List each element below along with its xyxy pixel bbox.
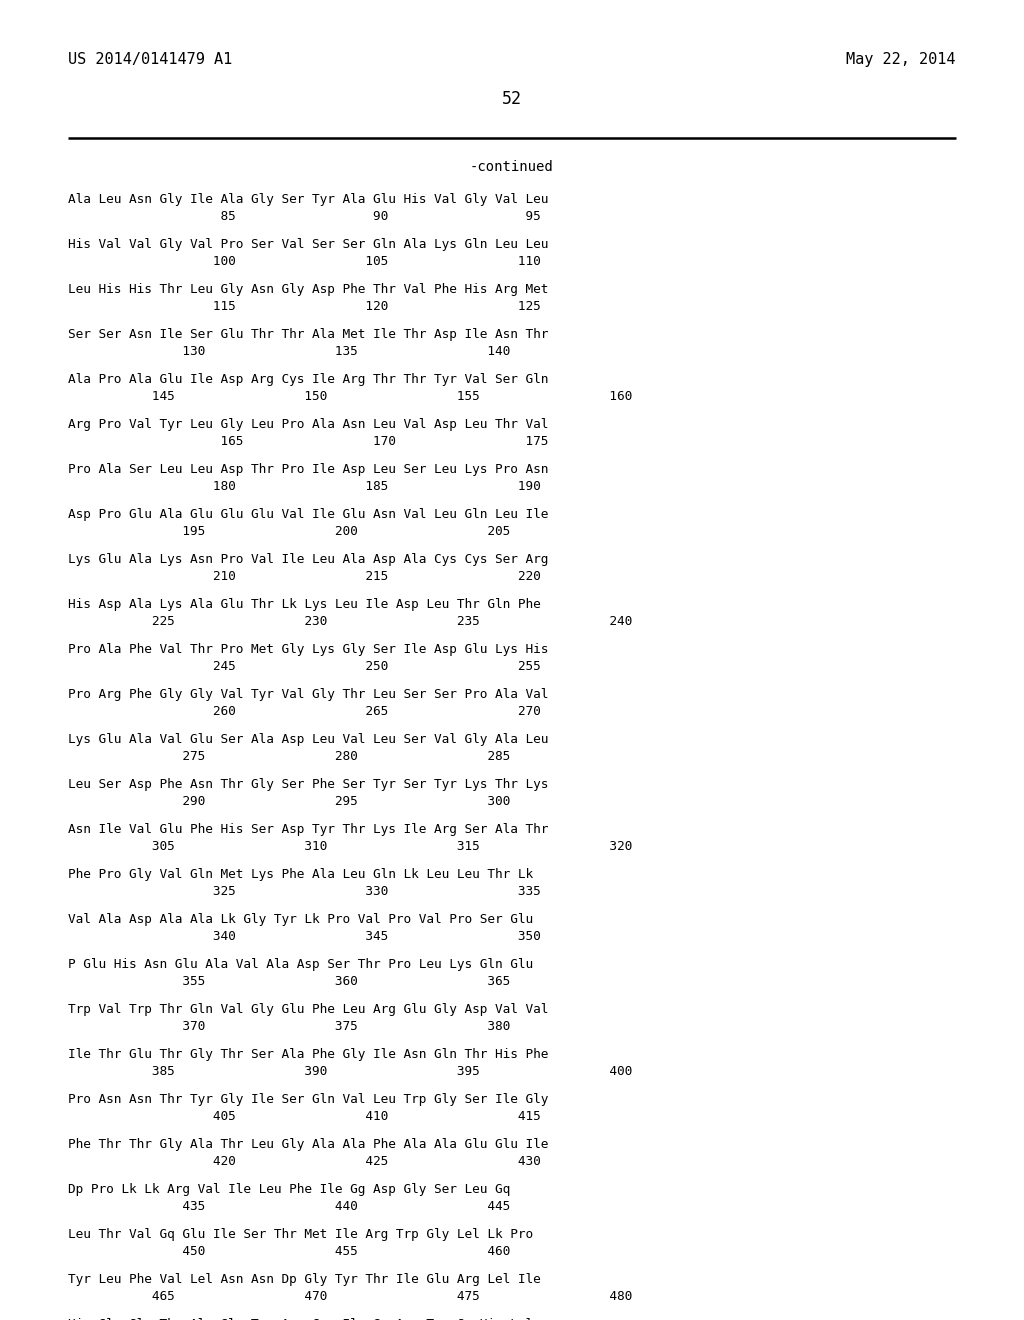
Text: Phe Thr Thr Gly Ala Thr Leu Gly Ala Ala Phe Ala Ala Glu Glu Ile: Phe Thr Thr Gly Ala Thr Leu Gly Ala Ala …	[68, 1138, 549, 1151]
Text: 195                 200                 205: 195 200 205	[68, 525, 510, 539]
Text: 385                 390                 395                 400: 385 390 395 400	[68, 1065, 632, 1078]
Text: 275                 280                 285: 275 280 285	[68, 750, 510, 763]
Text: Leu Ser Asp Phe Asn Thr Gly Ser Phe Ser Tyr Ser Tyr Lys Thr Lys: Leu Ser Asp Phe Asn Thr Gly Ser Phe Ser …	[68, 777, 549, 791]
Text: 450                 455                 460: 450 455 460	[68, 1245, 510, 1258]
Text: Asn Ile Val Glu Phe His Ser Asp Tyr Thr Lys Ile Arg Ser Ala Thr: Asn Ile Val Glu Phe His Ser Asp Tyr Thr …	[68, 822, 549, 836]
Text: Pro Ala Ser Leu Leu Asp Thr Pro Ile Asp Leu Ser Leu Lys Pro Asn: Pro Ala Ser Leu Leu Asp Thr Pro Ile Asp …	[68, 463, 549, 477]
Text: Pro Asn Asn Thr Tyr Gly Ile Ser Gln Val Leu Trp Gly Ser Ile Gly: Pro Asn Asn Thr Tyr Gly Ile Ser Gln Val …	[68, 1093, 549, 1106]
Text: US 2014/0141479 A1: US 2014/0141479 A1	[68, 51, 232, 67]
Text: 305                 310                 315                 320: 305 310 315 320	[68, 840, 632, 853]
Text: 465                 470                 475                 480: 465 470 475 480	[68, 1290, 632, 1303]
Text: Phe Pro Gly Val Gln Met Lys Phe Ala Leu Gln Lk Leu Leu Thr Lk: Phe Pro Gly Val Gln Met Lys Phe Ala Leu …	[68, 869, 534, 880]
Text: May 22, 2014: May 22, 2014	[847, 51, 956, 67]
Text: 145                 150                 155                 160: 145 150 155 160	[68, 389, 632, 403]
Text: Leu Thr Val Gq Glu Ile Ser Thr Met Ile Arg Trp Gly Lel Lk Pro: Leu Thr Val Gq Glu Ile Ser Thr Met Ile A…	[68, 1228, 534, 1241]
Text: 100                 105                 110: 100 105 110	[68, 255, 541, 268]
Text: Ile Thr Glu Thr Gly Thr Ser Ala Phe Gly Ile Asn Gln Thr His Phe: Ile Thr Glu Thr Gly Thr Ser Ala Phe Gly …	[68, 1048, 549, 1061]
Text: 130                 135                 140: 130 135 140	[68, 345, 510, 358]
Text: Ala Pro Ala Glu Ile Asp Arg Cys Ile Arg Thr Thr Tyr Val Ser Gln: Ala Pro Ala Glu Ile Asp Arg Cys Ile Arg …	[68, 374, 549, 385]
Text: 290                 295                 300: 290 295 300	[68, 795, 510, 808]
Text: Asp Pro Glu Ala Glu Glu Glu Val Ile Glu Asn Val Leu Gln Leu Ile: Asp Pro Glu Ala Glu Glu Glu Val Ile Glu …	[68, 508, 549, 521]
Text: Leu His His Thr Leu Gly Asn Gly Asp Phe Thr Val Phe His Arg Met: Leu His His Thr Leu Gly Asn Gly Asp Phe …	[68, 282, 549, 296]
Text: 370                 375                 380: 370 375 380	[68, 1020, 510, 1034]
Text: His Gly Glu Thr Ala Gln Tyr Asn Cys Ile Gq Asn Trp Gq His Lel: His Gly Glu Thr Ala Gln Tyr Asn Cys Ile …	[68, 1317, 534, 1320]
Text: 165                 170                 175: 165 170 175	[68, 436, 549, 447]
Text: Tyr Leu Phe Val Lel Asn Asn Dp Gly Tyr Thr Ile Glu Arg Lel Ile: Tyr Leu Phe Val Lel Asn Asn Dp Gly Tyr T…	[68, 1272, 541, 1286]
Text: -continued: -continued	[470, 160, 554, 174]
Text: Dp Pro Lk Lk Arg Val Ile Leu Phe Ile Gg Asp Gly Ser Leu Gq: Dp Pro Lk Lk Arg Val Ile Leu Phe Ile Gg …	[68, 1183, 510, 1196]
Text: 340                 345                 350: 340 345 350	[68, 931, 541, 942]
Text: 420                 425                 430: 420 425 430	[68, 1155, 541, 1168]
Text: 245                 250                 255: 245 250 255	[68, 660, 541, 673]
Text: 85                  90                  95: 85 90 95	[68, 210, 541, 223]
Text: 115                 120                 125: 115 120 125	[68, 300, 541, 313]
Text: 225                 230                 235                 240: 225 230 235 240	[68, 615, 632, 628]
Text: 325                 330                 335: 325 330 335	[68, 884, 541, 898]
Text: Lys Glu Ala Val Glu Ser Ala Asp Leu Val Leu Ser Val Gly Ala Leu: Lys Glu Ala Val Glu Ser Ala Asp Leu Val …	[68, 733, 549, 746]
Text: P Glu His Asn Glu Ala Val Ala Asp Ser Thr Pro Leu Lys Gln Glu: P Glu His Asn Glu Ala Val Ala Asp Ser Th…	[68, 958, 534, 972]
Text: Arg Pro Val Tyr Leu Gly Leu Pro Ala Asn Leu Val Asp Leu Thr Val: Arg Pro Val Tyr Leu Gly Leu Pro Ala Asn …	[68, 418, 549, 432]
Text: 435                 440                 445: 435 440 445	[68, 1200, 510, 1213]
Text: Trp Val Trp Thr Gln Val Gly Glu Phe Leu Arg Glu Gly Asp Val Val: Trp Val Trp Thr Gln Val Gly Glu Phe Leu …	[68, 1003, 549, 1016]
Text: Lys Glu Ala Lys Asn Pro Val Ile Leu Ala Asp Ala Cys Cys Ser Arg: Lys Glu Ala Lys Asn Pro Val Ile Leu Ala …	[68, 553, 549, 566]
Text: Ala Leu Asn Gly Ile Ala Gly Ser Tyr Ala Glu His Val Gly Val Leu: Ala Leu Asn Gly Ile Ala Gly Ser Tyr Ala …	[68, 193, 549, 206]
Text: 180                 185                 190: 180 185 190	[68, 480, 541, 492]
Text: His Asp Ala Lys Ala Glu Thr Lk Lys Leu Ile Asp Leu Thr Gln Phe: His Asp Ala Lys Ala Glu Thr Lk Lys Leu I…	[68, 598, 541, 611]
Text: 405                 410                 415: 405 410 415	[68, 1110, 541, 1123]
Text: Pro Ala Phe Val Thr Pro Met Gly Lys Gly Ser Ile Asp Glu Lys His: Pro Ala Phe Val Thr Pro Met Gly Lys Gly …	[68, 643, 549, 656]
Text: 355                 360                 365: 355 360 365	[68, 975, 510, 987]
Text: 260                 265                 270: 260 265 270	[68, 705, 541, 718]
Text: 210                 215                 220: 210 215 220	[68, 570, 541, 583]
Text: 52: 52	[502, 90, 522, 108]
Text: Pro Arg Phe Gly Gly Val Tyr Val Gly Thr Leu Ser Ser Pro Ala Val: Pro Arg Phe Gly Gly Val Tyr Val Gly Thr …	[68, 688, 549, 701]
Text: Val Ala Asp Ala Ala Lk Gly Tyr Lk Pro Val Pro Val Pro Ser Glu: Val Ala Asp Ala Ala Lk Gly Tyr Lk Pro Va…	[68, 913, 534, 927]
Text: Ser Ser Asn Ile Ser Glu Thr Thr Ala Met Ile Thr Asp Ile Asn Thr: Ser Ser Asn Ile Ser Glu Thr Thr Ala Met …	[68, 327, 549, 341]
Text: His Val Val Gly Val Pro Ser Val Ser Ser Gln Ala Lys Gln Leu Leu: His Val Val Gly Val Pro Ser Val Ser Ser …	[68, 238, 549, 251]
